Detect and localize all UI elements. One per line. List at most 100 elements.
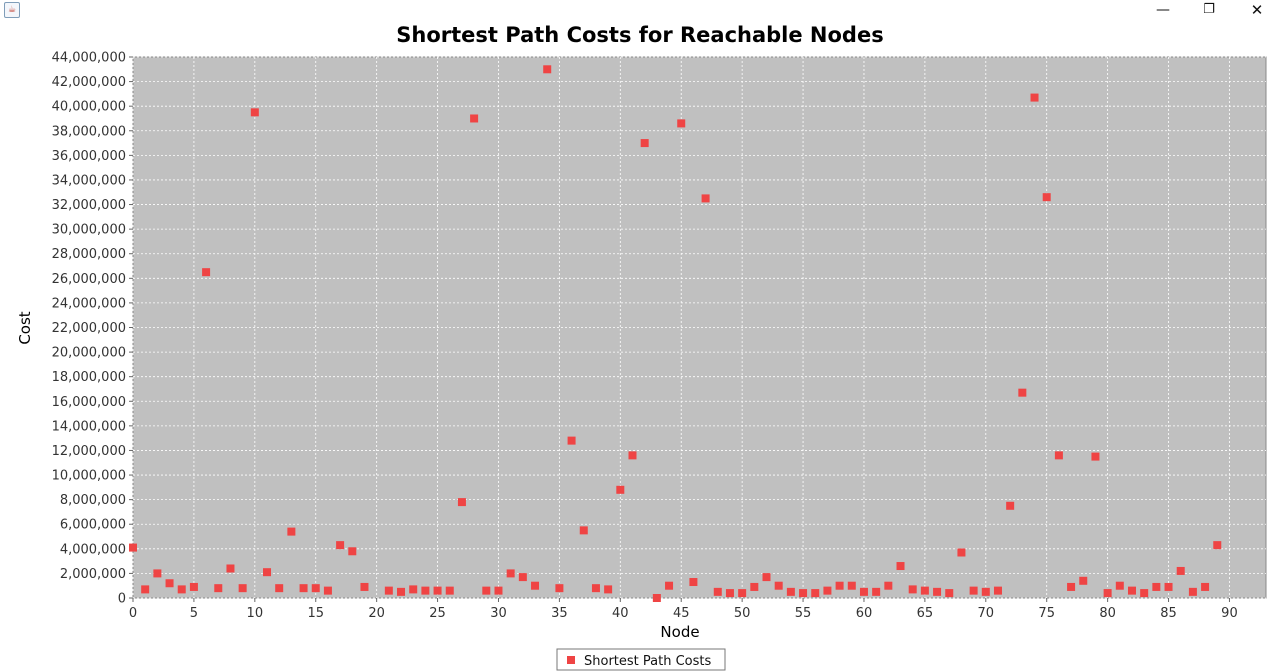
legend-marker: [567, 656, 575, 664]
y-tick-label: 30,000,000: [52, 223, 126, 238]
data-point: [628, 451, 637, 460]
y-tick-label: 22,000,000: [52, 321, 126, 336]
x-axis-label: Node: [660, 623, 699, 641]
data-point: [323, 586, 332, 595]
data-point: [129, 543, 137, 552]
legend-label: Shortest Path Costs: [584, 654, 711, 669]
data-point: [226, 564, 235, 573]
data-point: [616, 485, 625, 494]
x-tick-label: 50: [734, 606, 751, 621]
data-point: [969, 586, 978, 595]
data-point: [494, 586, 503, 595]
data-point: [799, 589, 808, 598]
maximize-button[interactable]: ❐: [1203, 2, 1215, 17]
data-point: [567, 436, 576, 445]
data-point: [762, 573, 771, 582]
y-tick-label: 18,000,000: [52, 370, 126, 385]
x-tick-label: 60: [856, 606, 873, 621]
data-point: [275, 584, 284, 593]
data-point: [993, 586, 1002, 595]
data-point: [397, 587, 406, 596]
data-point: [555, 584, 564, 593]
y-tick-label: 34,000,000: [52, 173, 126, 188]
data-point: [677, 119, 686, 128]
y-tick-label: 0: [118, 592, 126, 607]
data-point: [579, 526, 588, 535]
data-point: [287, 527, 296, 536]
data-point: [811, 589, 820, 598]
data-point: [774, 581, 783, 590]
data-point: [470, 114, 479, 123]
y-tick-label: 28,000,000: [52, 247, 126, 262]
y-tick-label: 36,000,000: [52, 149, 126, 164]
data-point: [445, 586, 454, 595]
y-tick-label: 10,000,000: [52, 469, 126, 484]
y-tick-label: 38,000,000: [52, 124, 126, 139]
data-point: [945, 589, 954, 598]
minimize-button[interactable]: —: [1156, 2, 1170, 18]
data-point: [311, 584, 320, 593]
x-tick-label: 0: [129, 606, 137, 621]
data-point: [1042, 193, 1051, 202]
data-point: [640, 139, 649, 148]
data-point: [384, 586, 393, 595]
data-point: [1201, 582, 1210, 591]
y-tick-label: 24,000,000: [52, 296, 126, 311]
data-point: [543, 65, 552, 74]
data-point: [1006, 501, 1015, 510]
data-point: [238, 584, 247, 593]
data-point: [725, 589, 734, 598]
y-tick-label: 2,000,000: [60, 567, 126, 582]
data-point: [506, 569, 515, 578]
data-point: [457, 498, 466, 507]
y-tick-label: 6,000,000: [60, 518, 126, 533]
y-tick-label: 26,000,000: [52, 272, 126, 287]
x-tick-label: 40: [612, 606, 629, 621]
data-point: [360, 582, 369, 591]
data-point: [1127, 586, 1136, 595]
data-point: [250, 108, 259, 117]
data-point: [409, 585, 418, 594]
data-point: [896, 562, 905, 571]
data-point: [872, 587, 881, 596]
data-point: [1079, 576, 1088, 585]
data-point: [299, 584, 308, 593]
data-point: [1152, 582, 1161, 591]
x-tick-label: 15: [307, 606, 324, 621]
data-point: [750, 582, 759, 591]
data-point: [189, 582, 198, 591]
data-point: [981, 587, 990, 596]
data-point: [165, 579, 174, 588]
data-point: [433, 586, 442, 595]
y-tick-label: 44,000,000: [52, 51, 126, 66]
data-point: [1067, 582, 1076, 591]
data-point: [933, 587, 942, 596]
x-tick-label: 90: [1221, 606, 1238, 621]
x-tick-label: 65: [917, 606, 934, 621]
window-titlebar: ☕ — ❐ ✕: [0, 0, 1280, 20]
data-point: [518, 573, 527, 582]
data-point: [689, 578, 698, 587]
data-point: [1018, 388, 1027, 397]
data-point: [738, 589, 747, 598]
x-tick-label: 30: [490, 606, 507, 621]
data-point: [348, 547, 357, 556]
data-point: [1115, 581, 1124, 590]
y-tick-label: 20,000,000: [52, 346, 126, 361]
data-point: [786, 587, 795, 596]
legend-box: [556, 648, 726, 671]
y-tick-label: 40,000,000: [52, 100, 126, 115]
x-tick-label: 5: [190, 606, 198, 621]
y-tick-label: 4,000,000: [60, 542, 126, 557]
x-tick-label: 20: [368, 606, 385, 621]
legend: Shortest Path Costs: [556, 648, 726, 671]
close-button[interactable]: ✕: [1250, 1, 1264, 19]
data-point: [847, 581, 856, 590]
data-point: [177, 585, 186, 594]
y-tick-label: 14,000,000: [52, 419, 126, 434]
data-point: [336, 541, 345, 550]
x-tick-label: 70: [978, 606, 995, 621]
data-point: [1164, 582, 1173, 591]
gridlines: [132, 56, 1266, 599]
